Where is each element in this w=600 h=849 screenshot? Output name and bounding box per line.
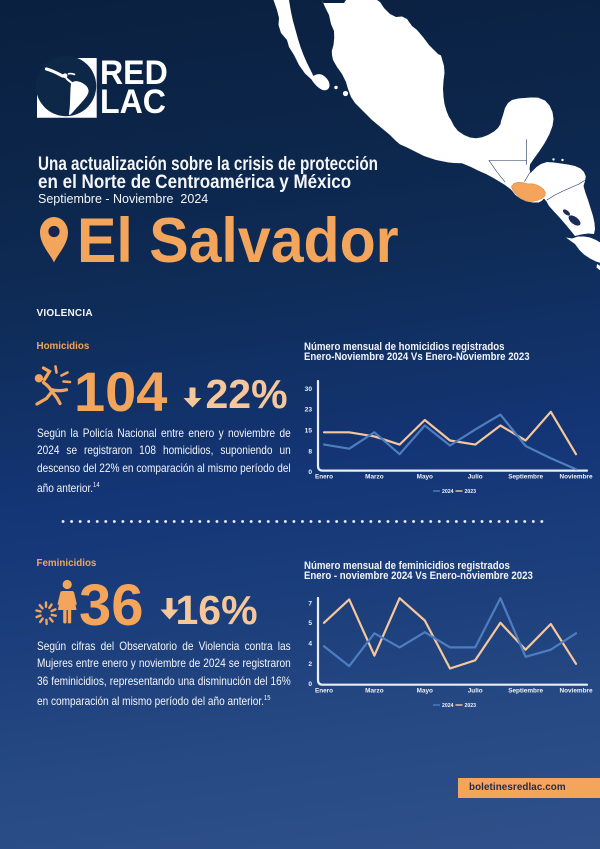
- svg-text:Enero: Enero: [315, 688, 333, 695]
- svg-text:Enero: Enero: [315, 474, 333, 481]
- svg-text:0: 0: [308, 469, 312, 476]
- svg-text:7: 7: [308, 600, 312, 607]
- svg-text:30: 30: [305, 386, 313, 393]
- svg-text:23: 23: [305, 407, 313, 414]
- svg-text:Septiembre: Septiembre: [508, 474, 543, 481]
- svg-text:Marzo: Marzo: [365, 474, 384, 481]
- svg-text:2: 2: [308, 661, 312, 668]
- svg-text:2024: 2024: [442, 703, 454, 709]
- svg-text:0: 0: [308, 681, 312, 688]
- svg-text:Noviembre: Noviembre: [559, 474, 592, 481]
- svg-text:2024: 2024: [442, 489, 454, 495]
- svg-text:Mayo: Mayo: [417, 474, 433, 481]
- svg-text:Septiembre: Septiembre: [508, 688, 543, 695]
- svg-text:Noviembre: Noviembre: [559, 688, 592, 695]
- svg-text:5: 5: [308, 620, 312, 627]
- svg-text:2023: 2023: [465, 703, 477, 709]
- svg-text:4: 4: [308, 641, 312, 648]
- svg-text:8: 8: [308, 449, 312, 456]
- svg-text:Mayo: Mayo: [417, 688, 433, 695]
- svg-text:Julio: Julio: [468, 474, 483, 481]
- svg-text:15: 15: [305, 428, 313, 435]
- svg-text:Julio: Julio: [468, 688, 483, 695]
- svg-text:2023: 2023: [465, 489, 477, 495]
- svg-text:Marzo: Marzo: [365, 688, 384, 695]
